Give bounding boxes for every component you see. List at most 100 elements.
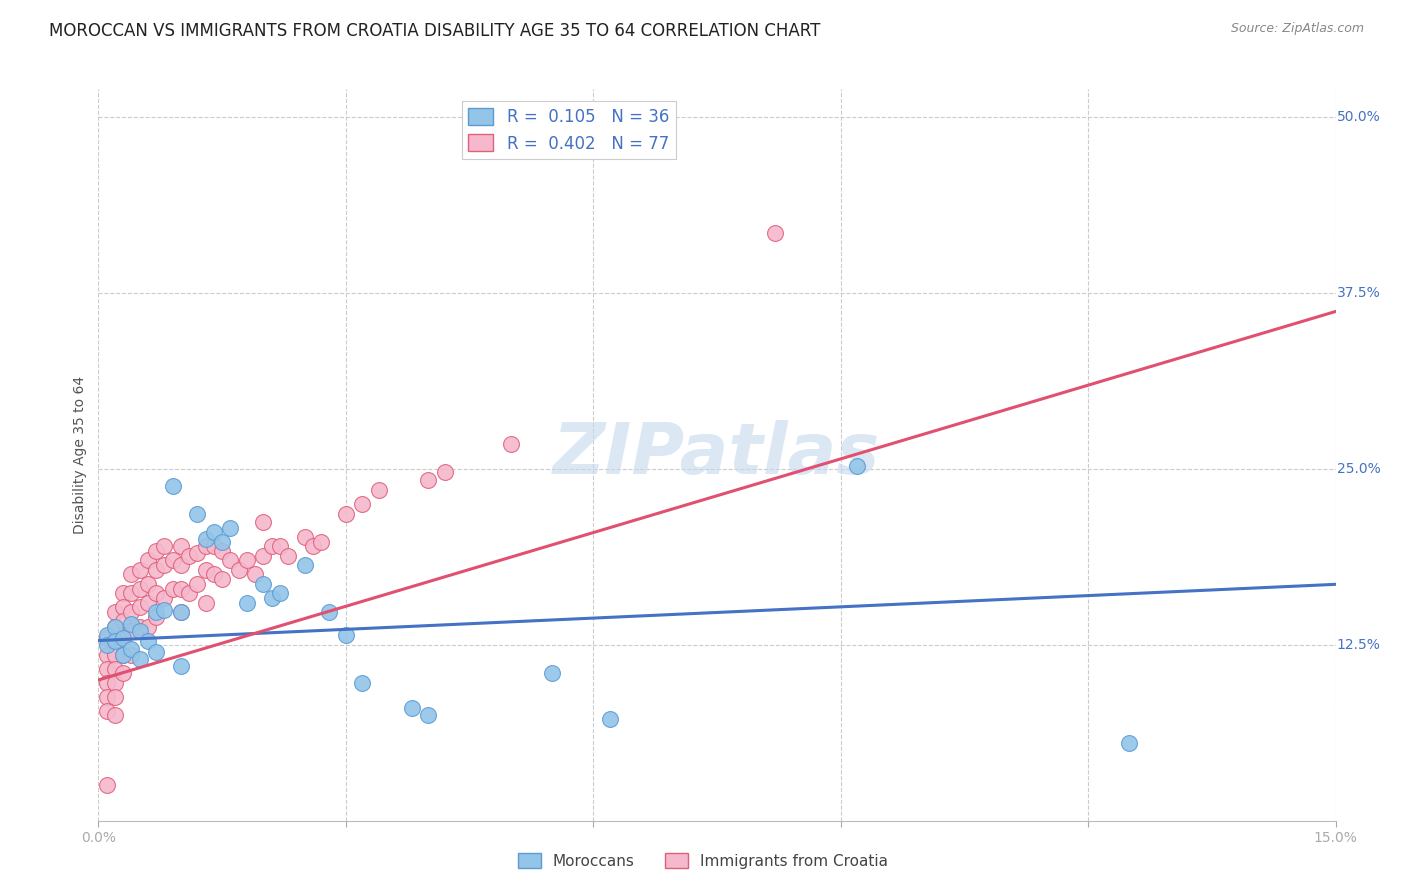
Point <box>145 563 167 577</box>
Point <box>112 648 135 662</box>
Point <box>153 539 176 553</box>
Point <box>136 596 159 610</box>
Point <box>128 619 150 633</box>
Point <box>352 497 374 511</box>
Point <box>763 226 786 240</box>
Point <box>128 599 150 614</box>
Point <box>269 586 291 600</box>
Point <box>136 633 159 648</box>
Point <box>120 586 142 600</box>
Point <box>112 628 135 642</box>
Point <box>112 665 135 680</box>
Text: 25.0%: 25.0% <box>1337 462 1381 476</box>
Point <box>96 631 118 645</box>
Text: ZIPatlas: ZIPatlas <box>554 420 880 490</box>
Point <box>170 606 193 620</box>
Point <box>170 606 193 620</box>
Point <box>96 779 118 793</box>
Point <box>104 648 127 662</box>
Point <box>335 507 357 521</box>
Point <box>112 648 135 662</box>
Y-axis label: Disability Age 35 to 64: Disability Age 35 to 64 <box>73 376 87 534</box>
Point <box>96 690 118 704</box>
Point <box>236 553 259 567</box>
Point <box>145 645 167 659</box>
Point <box>433 465 456 479</box>
Point <box>120 606 142 620</box>
Point <box>162 582 184 596</box>
Point <box>269 539 291 553</box>
Point <box>541 665 564 680</box>
Point <box>104 633 127 648</box>
Point <box>153 591 176 606</box>
Point <box>128 582 150 596</box>
Point <box>228 563 250 577</box>
Point <box>194 539 217 553</box>
Point <box>128 563 150 577</box>
Text: 12.5%: 12.5% <box>1337 638 1381 652</box>
Point <box>128 624 150 638</box>
Point <box>211 535 233 549</box>
Point <box>318 606 340 620</box>
Point <box>499 436 522 450</box>
Point <box>104 606 127 620</box>
Legend: Moroccans, Immigrants from Croatia: Moroccans, Immigrants from Croatia <box>512 847 894 875</box>
Point <box>186 577 208 591</box>
Point <box>112 631 135 645</box>
Point <box>104 708 127 723</box>
Point <box>186 546 208 560</box>
Point <box>104 690 127 704</box>
Point <box>846 459 869 474</box>
Point <box>96 704 118 718</box>
Point <box>104 633 127 648</box>
Point <box>96 675 118 690</box>
Point <box>162 553 184 567</box>
Point <box>309 535 332 549</box>
Text: MOROCCAN VS IMMIGRANTS FROM CROATIA DISABILITY AGE 35 TO 64 CORRELATION CHART: MOROCCAN VS IMMIGRANTS FROM CROATIA DISA… <box>49 22 821 40</box>
Point <box>136 619 159 633</box>
Point <box>294 529 316 543</box>
Point <box>211 543 233 558</box>
Point <box>96 628 118 642</box>
Point <box>120 567 142 582</box>
Point <box>128 652 150 666</box>
Point <box>418 708 440 723</box>
Point <box>186 507 208 521</box>
Point <box>277 549 299 564</box>
Point <box>96 638 118 652</box>
Point <box>194 563 217 577</box>
Point <box>162 479 184 493</box>
Point <box>219 521 242 535</box>
Point <box>367 483 389 497</box>
Point <box>120 648 142 662</box>
Point <box>179 549 201 564</box>
Point <box>401 701 423 715</box>
Point <box>260 591 283 606</box>
Point <box>120 624 142 638</box>
Point <box>104 662 127 676</box>
Point <box>202 539 225 553</box>
Point <box>104 619 127 633</box>
Point <box>145 586 167 600</box>
Point <box>136 553 159 567</box>
Point <box>153 602 176 616</box>
Point <box>202 567 225 582</box>
Point <box>170 539 193 553</box>
Point <box>145 606 167 620</box>
Point <box>599 712 621 726</box>
Point <box>104 675 127 690</box>
Point <box>194 533 217 547</box>
Point <box>170 659 193 673</box>
Point <box>236 596 259 610</box>
Point <box>145 609 167 624</box>
Point <box>252 516 274 530</box>
Point <box>252 577 274 591</box>
Point <box>136 577 159 591</box>
Point <box>170 582 193 596</box>
Point <box>170 558 193 572</box>
Point <box>194 596 217 610</box>
Point <box>243 567 266 582</box>
Point <box>112 614 135 628</box>
Point <box>153 558 176 572</box>
Point <box>335 628 357 642</box>
